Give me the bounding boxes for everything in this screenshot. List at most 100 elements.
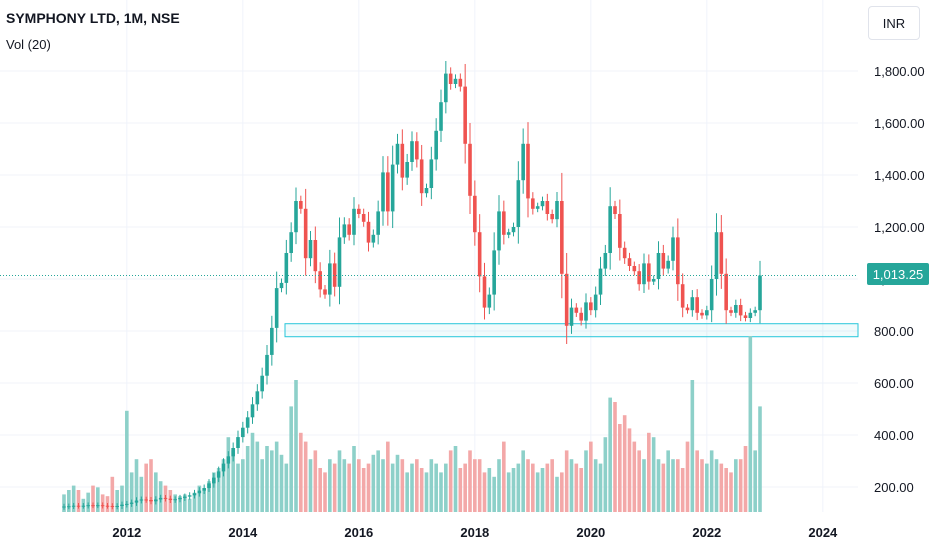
volume-bar <box>540 468 545 512</box>
candle-body <box>318 271 322 290</box>
volume-bar <box>260 459 264 512</box>
volume-bar <box>627 428 632 512</box>
volume-bar <box>400 459 405 512</box>
candle-body <box>603 253 608 269</box>
candle-body <box>212 477 216 484</box>
volume-bar <box>555 476 559 512</box>
candle-body <box>342 224 347 238</box>
candle-body <box>647 263 651 282</box>
candle-body <box>163 497 168 499</box>
volume-bar <box>308 459 313 512</box>
volume-bar <box>690 380 695 512</box>
candle-body <box>545 201 550 214</box>
candle-body <box>463 86 467 144</box>
time-tick-label: 2020 <box>576 525 605 540</box>
volume-bar <box>550 459 554 512</box>
volume-bar <box>212 472 216 512</box>
volume-bar <box>608 397 612 512</box>
candle-body <box>357 208 361 214</box>
volume-bar <box>758 406 762 512</box>
volume-bar <box>531 463 535 512</box>
volume-bar <box>202 490 206 512</box>
volume-bar <box>183 494 187 512</box>
volume-bar <box>705 463 709 512</box>
candle-body <box>734 305 738 313</box>
volume-bar <box>144 463 148 512</box>
last-price-label: 1,013.25 <box>867 263 929 285</box>
candle-body <box>202 488 206 491</box>
candle-body <box>521 143 525 181</box>
volume-bar <box>270 450 274 512</box>
candle-body <box>753 310 757 313</box>
candle-body <box>144 499 148 501</box>
candle-body <box>613 206 617 214</box>
candle-body <box>531 198 535 209</box>
volume-bar <box>463 463 467 512</box>
candle-body <box>231 448 235 457</box>
volume-bar <box>738 459 743 512</box>
currency-button[interactable]: INR <box>868 6 920 40</box>
volume-bar <box>419 468 424 512</box>
volume-bar <box>424 472 429 512</box>
volume-bar <box>303 441 308 512</box>
candles <box>62 60 762 510</box>
volume-bar <box>386 441 390 512</box>
volume-bar <box>323 472 327 512</box>
candle-body <box>67 506 71 508</box>
candle-body <box>332 263 337 287</box>
time-tick-label: 2024 <box>808 525 838 540</box>
volume-bar <box>197 485 202 512</box>
volume-bar <box>598 463 603 512</box>
candle-body <box>516 180 521 227</box>
time-tick-label: 2018 <box>460 525 489 540</box>
candle-body <box>429 159 434 188</box>
volume-bar <box>149 459 153 512</box>
candle-body <box>173 499 177 501</box>
candle-body <box>676 237 680 285</box>
candle-body <box>289 232 293 253</box>
candle-body <box>584 302 588 321</box>
volume-bar <box>129 472 134 512</box>
volume-bar <box>482 472 487 512</box>
candle-body <box>758 275 762 311</box>
candle-body <box>337 237 342 287</box>
volume-bar <box>632 441 637 512</box>
candle-body <box>303 208 308 259</box>
candle-body <box>671 237 675 261</box>
time-tick-label: 2016 <box>344 525 373 540</box>
volume-bar <box>516 463 521 512</box>
volume-bar <box>250 432 255 512</box>
volume-bar <box>120 485 124 512</box>
candle-body <box>386 172 390 212</box>
volume-bar <box>487 468 492 512</box>
candle-body <box>700 312 704 316</box>
price-tick-label: 1,400.00 <box>874 168 925 183</box>
price-tick-label: 1,600.00 <box>874 116 925 131</box>
volume-bar <box>332 463 337 512</box>
candle-body <box>540 201 545 207</box>
candle-body <box>439 102 443 131</box>
candle-body <box>371 234 376 243</box>
candle-body <box>453 78 458 84</box>
volume-bar <box>274 441 279 512</box>
candle-body <box>434 130 438 160</box>
volume-bar <box>231 450 235 512</box>
volume-bar <box>91 485 95 512</box>
candle-body <box>390 164 395 212</box>
candle-body <box>709 279 714 311</box>
volume-bar <box>86 492 90 512</box>
candle-body <box>666 260 670 269</box>
volume-bar <box>434 463 438 512</box>
volume-bar <box>613 402 617 512</box>
price-tick-label: 600.00 <box>874 376 914 391</box>
volume-bar <box>134 459 139 512</box>
candle-body <box>477 232 482 277</box>
candle-body <box>71 505 76 507</box>
volume-bars <box>62 336 762 512</box>
candle-body <box>473 195 477 233</box>
candle-body <box>593 294 598 311</box>
volume-bar <box>671 459 675 512</box>
candle-body <box>207 483 211 489</box>
candle-body <box>76 505 81 507</box>
